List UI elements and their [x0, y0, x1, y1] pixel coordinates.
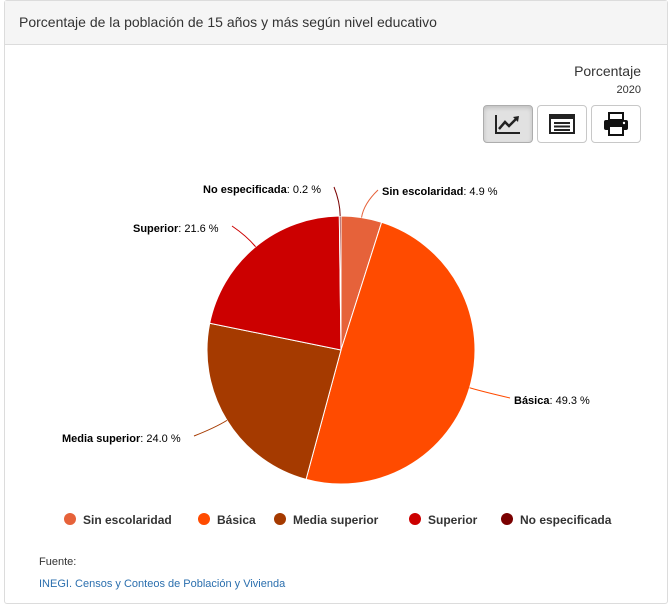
- legend-label-0: Sin escolaridad: [83, 513, 172, 527]
- legend-item-4[interactable]: No especificada: [501, 513, 612, 527]
- legend-label-1: Básica: [217, 513, 256, 527]
- source-block: Fuente: INEGI. Censos y Conteos de Pobla…: [39, 556, 285, 590]
- pie-slice-3[interactable]: [209, 215, 342, 351]
- data-label-4: No especificada: 0.2 %: [203, 184, 321, 196]
- legend-marker-2: [274, 513, 286, 525]
- legend-item-3[interactable]: Superior: [409, 513, 478, 527]
- chart-panel: Porcentaje de la población de 15 años y …: [4, 0, 668, 604]
- panel-title: Porcentaje de la población de 15 años y …: [5, 1, 667, 45]
- legend-marker-1: [198, 513, 210, 525]
- table-view-button[interactable]: [537, 105, 587, 143]
- legend-marker-3: [409, 513, 421, 525]
- legend-label-3: Superior: [428, 513, 478, 527]
- print-button[interactable]: [591, 105, 641, 143]
- units-year: 2020: [616, 84, 641, 96]
- data-label-category-2: Media superior: [62, 433, 141, 445]
- pie-slice-1[interactable]: [305, 221, 476, 485]
- data-label-value-2: : 24.0 %: [140, 433, 181, 445]
- legend: Sin escolaridad Básica Media superior Super…: [64, 513, 612, 527]
- data-label-value-0: : 4.9 %: [463, 186, 497, 198]
- data-label-value-1: : 49.3 %: [549, 395, 590, 407]
- data-label-category-4: No especificada: [203, 184, 288, 196]
- data-label-2: Media superior: 24.0 %: [62, 433, 181, 445]
- label-connector-3: [231, 225, 256, 248]
- print-icon: [604, 112, 628, 136]
- data-label-category-0: Sin escolaridad: [382, 186, 463, 198]
- units-block: Porcentaje 2020: [574, 63, 641, 96]
- legend-marker-4: [501, 513, 513, 525]
- label-connector-1: [469, 387, 511, 399]
- source-link[interactable]: INEGI. Censos y Conteos de Población y V…: [39, 578, 286, 590]
- pie-slices: [206, 215, 476, 485]
- pie-slice-2[interactable]: [206, 322, 342, 480]
- legend-marker-0: [64, 513, 76, 525]
- data-label-1: Básica: 49.3 %: [514, 395, 590, 407]
- data-label-0: Sin escolaridad: 4.9 %: [382, 186, 498, 198]
- data-label-3: Superior: 21.6 %: [133, 223, 219, 235]
- units-label: Porcentaje: [574, 63, 641, 79]
- chart-toolbar: [483, 105, 641, 143]
- source-label: Fuente:: [39, 556, 77, 568]
- pie-slice-4[interactable]: [338, 215, 342, 351]
- table-icon: [549, 114, 575, 134]
- label-connector-2: [193, 419, 228, 437]
- legend-label-2: Media superior: [293, 513, 379, 527]
- legend-item-1[interactable]: Básica: [198, 513, 256, 527]
- chart-line-icon: [495, 115, 520, 134]
- label-connector-4: [333, 186, 341, 217]
- data-label-category-3: Superior: [133, 223, 179, 235]
- legend-item-0[interactable]: Sin escolaridad: [64, 513, 172, 527]
- legend-item-2[interactable]: Media superior: [274, 513, 379, 527]
- data-label-value-3: : 21.6 %: [178, 223, 219, 235]
- data-label-value-4: : 0.2 %: [287, 184, 321, 196]
- chart-view-button[interactable]: [483, 105, 533, 143]
- data-label-category-1: Básica: [514, 395, 550, 407]
- legend-label-4: No especificada: [520, 513, 612, 527]
- label-connector-0: [361, 189, 379, 218]
